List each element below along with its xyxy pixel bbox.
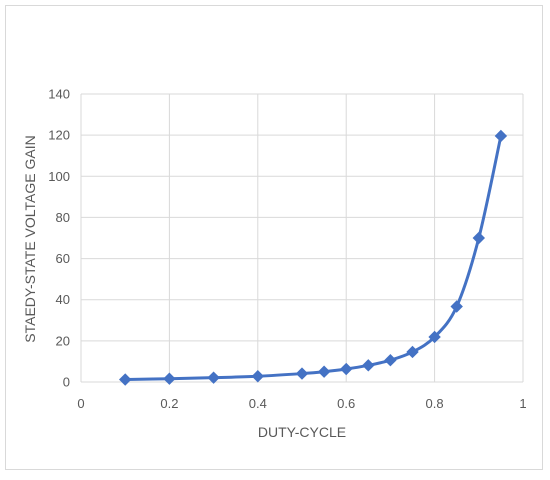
y-tick-label: 60 [56,251,70,266]
data-point [163,372,176,385]
chart-frame [5,5,543,470]
data-point [251,370,265,383]
series-line [123,134,503,382]
gridlines [80,93,524,383]
y-tick-label: 0 [63,375,70,390]
x-tick-label: 0.6 [337,396,355,411]
y-tick-label: 80 [56,210,70,225]
data-point [384,353,397,367]
x-tick-label: 0.8 [426,396,444,411]
data-point [207,371,220,384]
y-tick-label: 100 [48,169,70,184]
y-axis-title: STAEDY-STATE VOLTAGE GAIN [22,135,38,342]
data-point [494,129,508,143]
x-tick-label: 0.4 [249,396,267,411]
y-tick-label: 40 [56,292,70,307]
x-tick-label: 0 [77,396,84,411]
data-point [295,367,309,380]
data-point [406,345,419,359]
data-point [339,362,353,376]
data-point [428,330,441,344]
data-point [362,359,375,372]
tick-labels: 0 20 40 60 80 100 120 140 0 0.2 0.4 0.6 0.8 1 [48,87,526,412]
y-tick-label: 140 [48,87,70,102]
x-tick-label: 1 [519,396,526,411]
data-point [118,373,132,386]
data-point [472,231,486,245]
x-tick-label: 0.2 [160,396,178,411]
x-axis-title: DUTY-CYCLE [258,424,346,440]
y-tick-label: 120 [48,128,70,143]
data-series [118,129,508,386]
data-point [317,365,331,378]
y-tick-label: 20 [56,333,70,348]
data-point [450,300,463,313]
